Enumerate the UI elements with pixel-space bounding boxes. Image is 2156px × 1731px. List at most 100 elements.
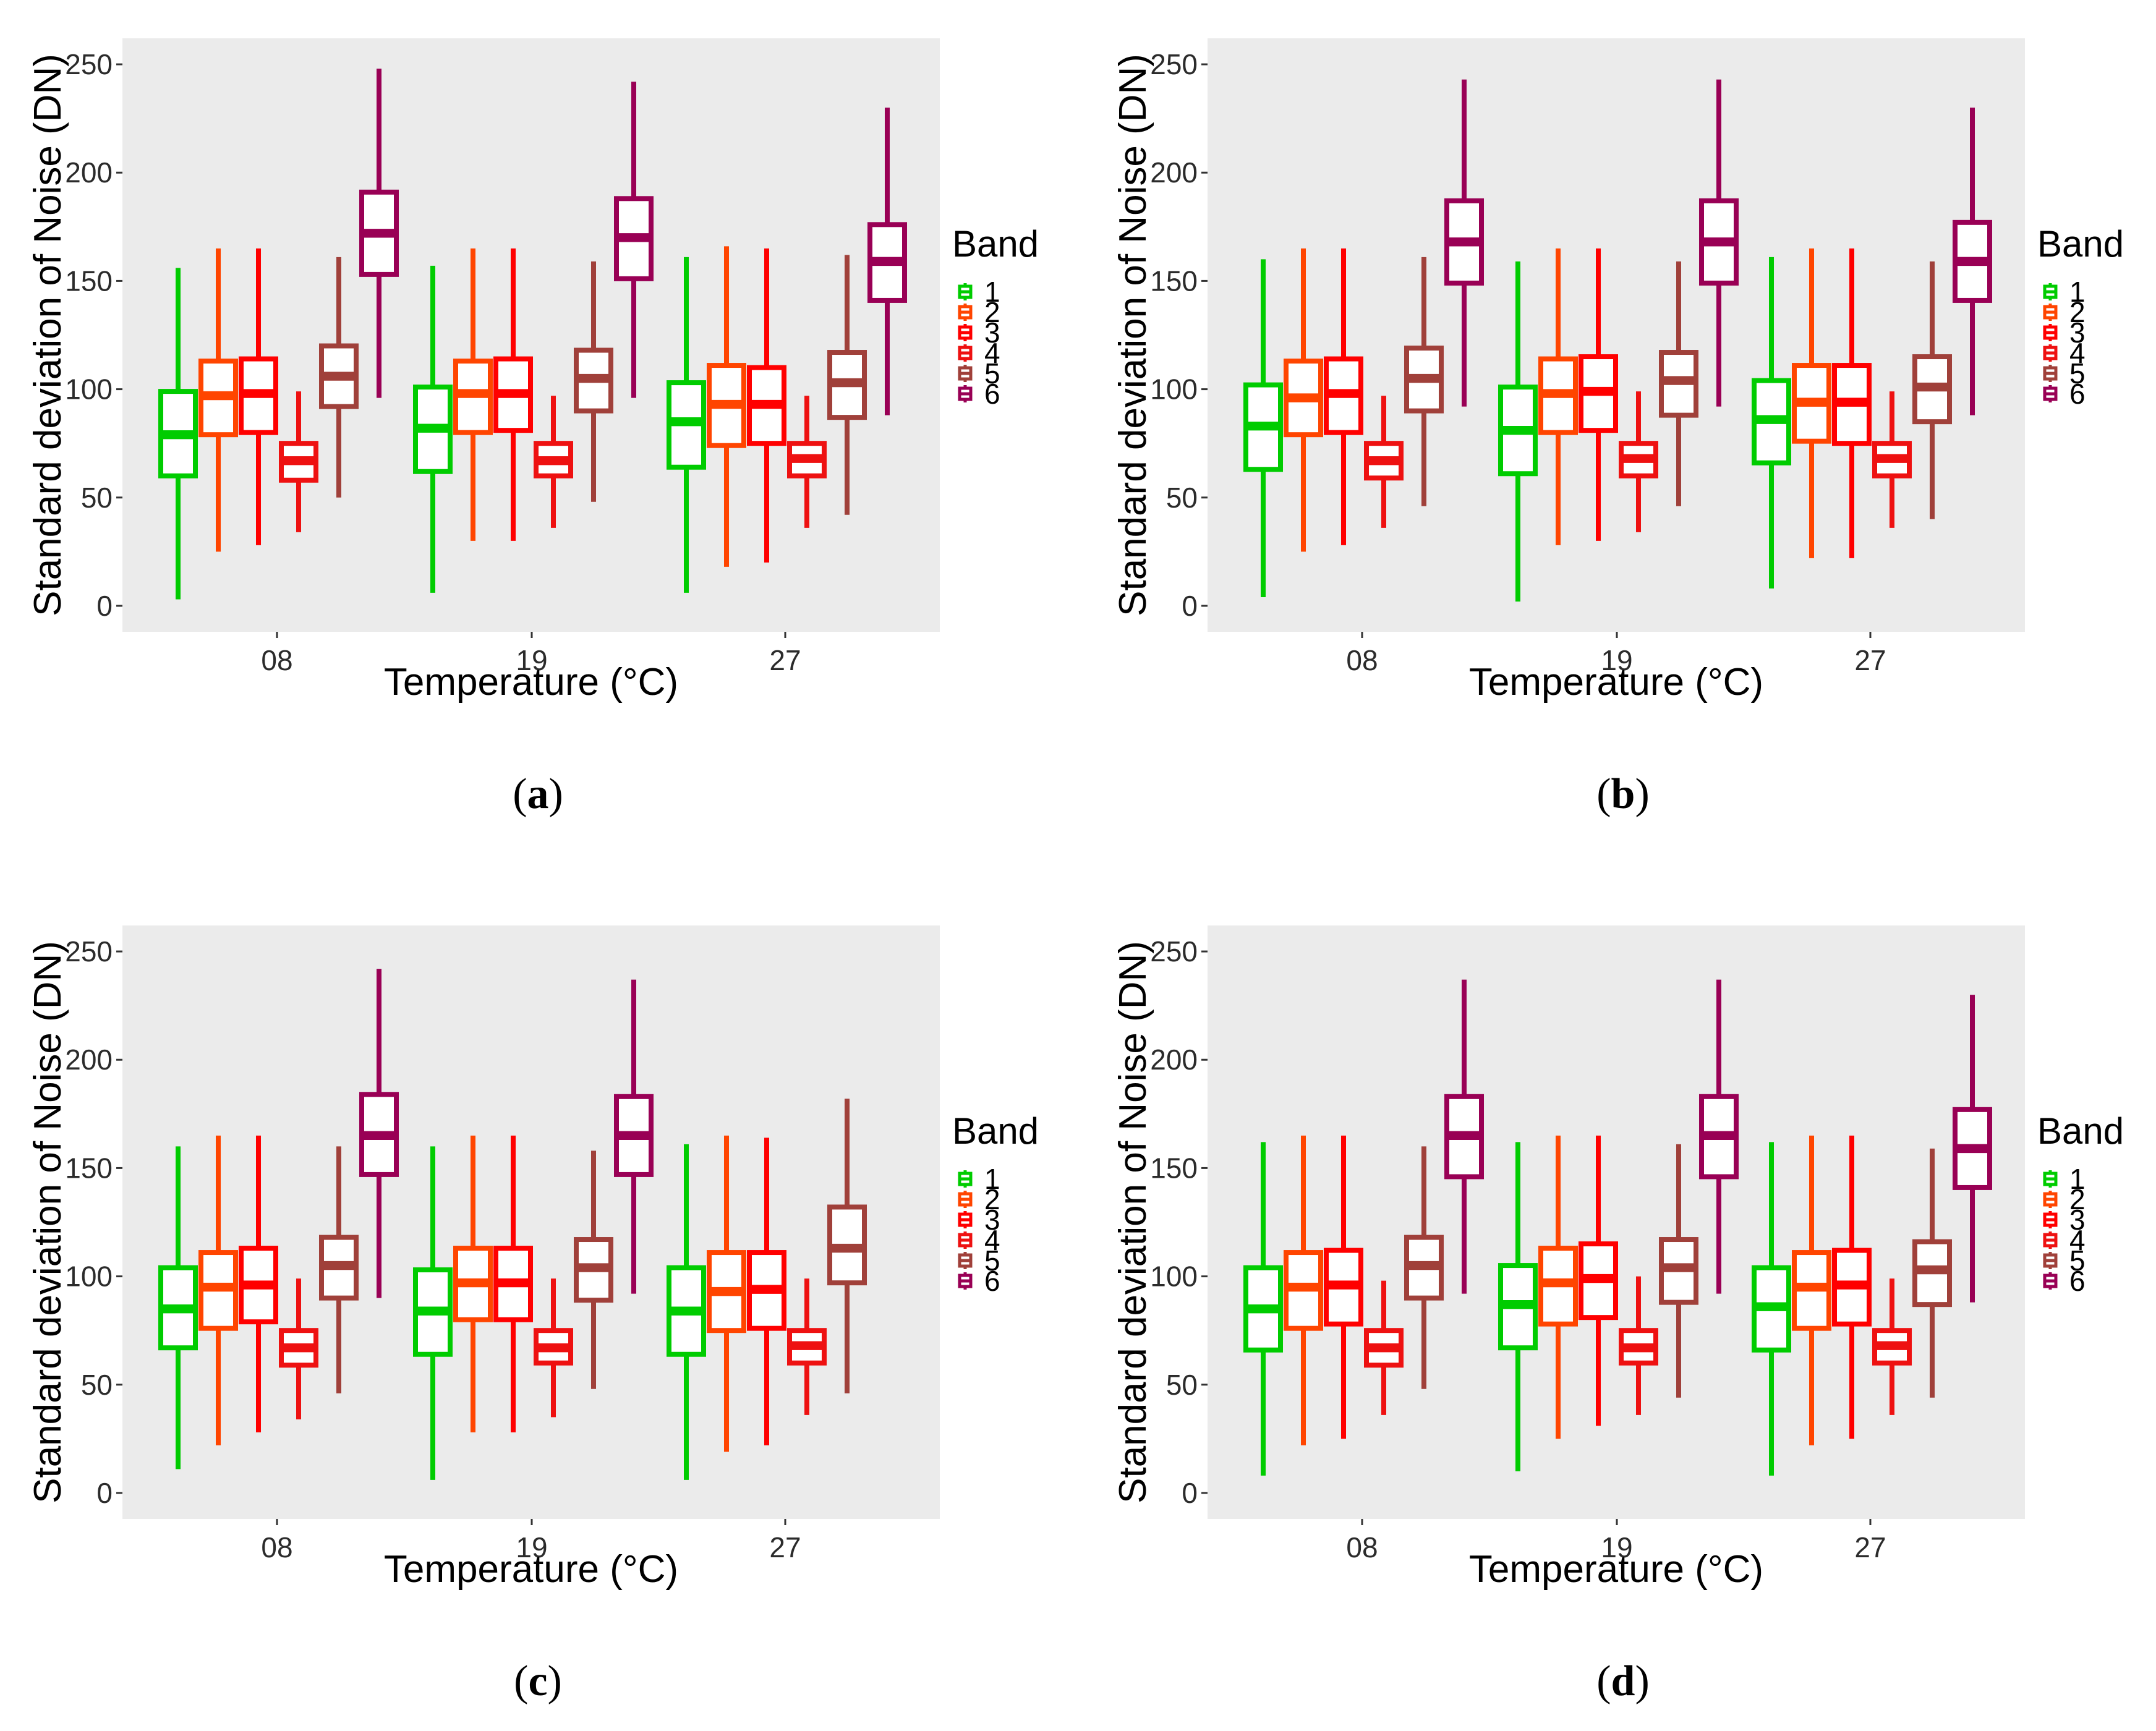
legend-label: 2 bbox=[2069, 1183, 2086, 1215]
y-tick-label: 100 bbox=[65, 1261, 113, 1293]
y-tick-label: 100 bbox=[65, 373, 113, 406]
legend-label: 1 bbox=[984, 276, 1000, 308]
y-tick-label: 150 bbox=[1150, 265, 1198, 297]
legend-label: 1 bbox=[984, 1163, 1000, 1195]
box-band-2-temp-08 bbox=[198, 248, 238, 552]
x-tick-label: 19 bbox=[1601, 644, 1632, 676]
y-tick-label: 150 bbox=[65, 265, 113, 297]
legend-label: 6 bbox=[984, 378, 1000, 410]
x-tick-label: 19 bbox=[516, 1531, 547, 1563]
box-band-6-temp-19 bbox=[614, 82, 654, 398]
box-band-4-temp-19 bbox=[1619, 391, 1658, 532]
box-band-6-temp-19 bbox=[1699, 79, 1739, 407]
box-band-6-temp-08 bbox=[359, 69, 399, 398]
legend-key-band-3 bbox=[958, 324, 973, 341]
legend-label: 4 bbox=[984, 337, 1000, 369]
plot-background bbox=[122, 38, 940, 632]
box-band-5-temp-08 bbox=[319, 257, 359, 498]
legend-key-band-4 bbox=[958, 1231, 973, 1249]
legend-label: 2 bbox=[984, 296, 1000, 328]
box-band-2-temp-27 bbox=[707, 246, 746, 567]
legend-key-band-4 bbox=[2043, 344, 2058, 362]
plot-background bbox=[1208, 38, 2025, 632]
box-band-3-temp-19 bbox=[1579, 1135, 1618, 1426]
box-band-6-temp-08 bbox=[1444, 79, 1484, 407]
legend-key-band-5 bbox=[958, 365, 973, 382]
legend-title: Band bbox=[952, 223, 1039, 265]
y-tick-label: 100 bbox=[1150, 1261, 1198, 1293]
chart-svg: 0 50 100 150 200 250 08 19 27 Temperature (°C) Sta… bbox=[27, 38, 1039, 704]
box-band-5-temp-08 bbox=[1404, 257, 1444, 506]
box-band-1-temp-27 bbox=[667, 1144, 706, 1480]
legend-key-band-3 bbox=[2043, 1211, 2058, 1228]
box-band-2-temp-08 bbox=[1284, 1135, 1323, 1445]
legend-label: 2 bbox=[2069, 296, 2086, 328]
chart-panel-c: 0 50 100 150 200 250 08 19 27 Temperature (°C) Sta… bbox=[0, 887, 1076, 1716]
x-tick-label: 08 bbox=[1346, 644, 1378, 676]
y-axis-title: Standard deviation of Noise (DN) bbox=[1112, 941, 1154, 1503]
y-tick-label: 250 bbox=[65, 935, 113, 968]
chart-panel-d: 0 50 100 150 200 250 08 19 27 Temperature (°C) Sta… bbox=[1085, 887, 2156, 1716]
legend-label: 4 bbox=[984, 1224, 1000, 1256]
box-band-3-temp-27 bbox=[747, 1138, 786, 1445]
box-band-5-temp-27 bbox=[1912, 261, 1952, 519]
y-tick-label: 200 bbox=[65, 1044, 113, 1076]
legend-title: Band bbox=[2037, 1110, 2124, 1152]
x-tick-label: 19 bbox=[516, 644, 547, 676]
y-tick-label: 0 bbox=[96, 590, 113, 622]
box-band-5-temp-19 bbox=[574, 1150, 613, 1389]
box-band-4-temp-08 bbox=[1364, 1280, 1404, 1415]
box-band-2-temp-08 bbox=[1284, 248, 1323, 552]
x-tick-label: 27 bbox=[769, 1531, 801, 1563]
legend-key-band-3 bbox=[2043, 324, 2058, 341]
box-band-2-temp-27 bbox=[707, 1135, 746, 1452]
y-tick-label: 50 bbox=[81, 1369, 113, 1401]
legend-key-band-5 bbox=[958, 1252, 973, 1269]
box-band-4-temp-08 bbox=[279, 1278, 318, 1419]
panel-caption: (d) bbox=[1596, 1657, 1650, 1705]
panel-caption-letter: c bbox=[528, 1657, 548, 1705]
box-band-3-temp-27 bbox=[1832, 1135, 1872, 1439]
box-band-5-temp-19 bbox=[574, 261, 613, 502]
y-tick-label: 0 bbox=[1182, 1477, 1198, 1509]
box-band-3-temp-19 bbox=[1579, 248, 1618, 541]
legend-key-band-6 bbox=[958, 1272, 973, 1290]
box-band-4-temp-27 bbox=[787, 1278, 827, 1415]
chart-panel-b: 0 50 100 150 200 250 08 19 27 Temperature (°C) Sta… bbox=[1085, 0, 2156, 828]
legend-label: 3 bbox=[2069, 1204, 2086, 1236]
box-band-4-temp-27 bbox=[787, 396, 827, 528]
legend-key-band-6 bbox=[2043, 385, 2058, 402]
box-band-3-temp-27 bbox=[1832, 248, 1872, 558]
y-tick-label: 100 bbox=[1150, 373, 1198, 406]
legend-key-band-5 bbox=[2043, 1252, 2058, 1269]
box-band-2-temp-19 bbox=[1538, 1135, 1578, 1439]
legend-key-band-2 bbox=[958, 1191, 973, 1208]
legend-title: Band bbox=[952, 1110, 1039, 1152]
legend-label: 6 bbox=[2069, 378, 2086, 410]
y-tick-label: 200 bbox=[1150, 1044, 1198, 1076]
plot-background bbox=[1208, 925, 2025, 1519]
legend-label: 3 bbox=[2069, 317, 2086, 349]
legend-key-band-4 bbox=[958, 344, 973, 362]
box-band-5-temp-19 bbox=[1659, 261, 1698, 506]
x-axis-title: Temperature (°C) bbox=[1469, 661, 1763, 704]
x-tick-label: 27 bbox=[1854, 1531, 1886, 1563]
legend-key-band-1 bbox=[958, 283, 973, 300]
box-band-6-temp-27 bbox=[1953, 108, 1992, 415]
box-band-4-temp-27 bbox=[1872, 391, 1912, 528]
box-band-6-temp-27 bbox=[1953, 995, 1992, 1303]
legend-title: Band bbox=[2037, 223, 2124, 265]
x-tick-label: 19 bbox=[1601, 1531, 1632, 1563]
legend-label: 5 bbox=[2069, 1244, 2086, 1277]
box-band-3-temp-27 bbox=[747, 248, 786, 563]
box-band-5-temp-27 bbox=[827, 255, 867, 515]
box-band-3-temp-19 bbox=[493, 248, 533, 541]
box-band-6-temp-08 bbox=[1444, 979, 1484, 1294]
legend-label: 1 bbox=[2069, 1163, 2086, 1195]
box-band-3-temp-08 bbox=[1324, 248, 1363, 545]
box-band-1-temp-19 bbox=[1498, 1142, 1538, 1471]
box-band-4-temp-08 bbox=[279, 391, 318, 532]
